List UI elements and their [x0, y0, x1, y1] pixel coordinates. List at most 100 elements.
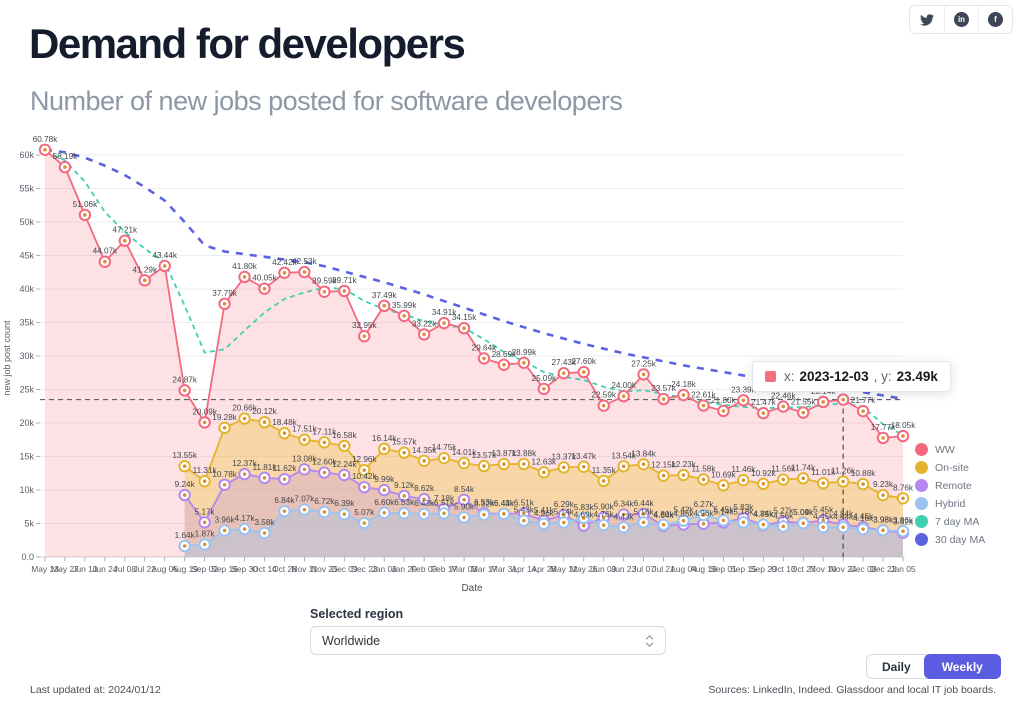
- marker-dot: [701, 513, 706, 517]
- marker-dot: [402, 511, 406, 516]
- point-label: 4.84k: [753, 510, 774, 519]
- legend-item-WW[interactable]: WW: [915, 443, 985, 456]
- marker-dot: [542, 521, 546, 526]
- legend-dot: [915, 461, 928, 474]
- marker-dot: [262, 286, 267, 291]
- point-label: 3.96k: [215, 515, 236, 524]
- point-label: 17.77k: [871, 423, 896, 432]
- point-label: 41.29k: [132, 265, 157, 274]
- linkedin-glyph: in: [954, 12, 969, 27]
- x-tick-label: May 27: [51, 564, 79, 574]
- point-label: 4.56k: [773, 511, 794, 520]
- legend-dot: [915, 479, 928, 492]
- marker-dot: [761, 482, 766, 486]
- marker-dot: [621, 394, 626, 399]
- x-tick-label: Jan 20: [392, 564, 417, 574]
- marker-dot: [482, 464, 486, 468]
- tooltip-x-prefix: x:: [784, 369, 795, 384]
- marker-dot: [861, 527, 865, 531]
- point-label: 5.83k: [733, 503, 754, 512]
- line-chart[interactable]: 0.0 5k 10k 15k 20k 25k 30k 35k 40k 45k 50k 55k 60k Ma…: [0, 133, 1024, 603]
- marker-dot: [522, 360, 526, 365]
- marker-dot: [422, 332, 426, 337]
- region-select[interactable]: Worldwide: [310, 626, 666, 655]
- page-subtitle: Number of new jobs posted for software d…: [30, 86, 623, 116]
- point-label: 5.09k: [793, 508, 814, 517]
- point-label: 34.91k: [432, 308, 457, 317]
- legend-label: 30 day MA: [935, 533, 986, 546]
- marker-dot: [502, 462, 506, 466]
- legend-item-30 day MA[interactable]: 30 day MA: [915, 533, 985, 546]
- linkedin-icon[interactable]: in: [944, 6, 978, 33]
- tooltip-y-value: 23.49k: [896, 369, 938, 384]
- x-axis-title: Date: [461, 583, 483, 594]
- point-label: 40.05k: [252, 274, 277, 283]
- marker-dot: [661, 523, 666, 527]
- facebook-icon[interactable]: f: [978, 6, 1012, 33]
- marker-dot: [402, 494, 406, 498]
- marker-dot: [182, 464, 187, 469]
- marker-dot: [741, 478, 746, 483]
- chart-canvas[interactable]: 0.0 5k 10k 15k 20k 25k 30k 35k 40k 45k 50k 55k 60k Ma…: [0, 133, 1024, 603]
- marker-dot: [841, 525, 845, 530]
- point-label: 21.77k: [851, 396, 876, 405]
- marker-dot: [641, 520, 646, 525]
- point-label: 6.29k: [554, 500, 575, 509]
- y-tick-label: 0.0: [21, 552, 34, 562]
- marker-dot: [182, 493, 187, 497]
- y-tick-label: 10k: [19, 485, 34, 495]
- point-label: 22.61k: [691, 391, 716, 400]
- marker-dot: [841, 479, 845, 484]
- point-label: 10.42k: [352, 472, 377, 481]
- legend-item-7 day MA[interactable]: 7 day MA: [915, 515, 985, 528]
- point-label: 5.45k: [813, 505, 834, 514]
- marker-dot: [482, 512, 486, 517]
- point-label: 11.26k: [831, 467, 856, 476]
- point-label: 5.17k: [195, 507, 216, 516]
- legend-item-Hybrid[interactable]: Hybrid: [915, 497, 985, 510]
- x-tick-label: Jul 07: [632, 564, 655, 574]
- point-label: 8.62k: [414, 484, 435, 493]
- legend-item-Remote[interactable]: Remote: [915, 479, 985, 492]
- point-label: 9.23k: [873, 480, 894, 489]
- x-tick-label: Jun 24: [92, 564, 117, 574]
- x-tick-label: Apr 28: [531, 564, 556, 574]
- point-label: 6.53k: [394, 498, 415, 507]
- facebook-glyph: f: [988, 12, 1003, 27]
- x-tick-label: Oct 28: [272, 564, 297, 574]
- marker-dot: [621, 464, 626, 469]
- marker-dot: [881, 493, 885, 497]
- marker-dot: [462, 461, 466, 465]
- point-label: 6.53k: [474, 498, 495, 507]
- x-tick-label: Aug 19: [171, 564, 198, 574]
- marker-dot: [342, 512, 347, 516]
- x-tick-label: Oct 13: [771, 564, 796, 574]
- marker-dot: [641, 512, 646, 516]
- tooltip-x-value: 2023-12-03: [799, 369, 869, 384]
- marker-dot: [222, 482, 227, 487]
- legend-dot: [915, 497, 928, 510]
- marker-dot: [142, 278, 147, 283]
- point-label: 6.27k: [693, 500, 714, 509]
- marker-dot: [522, 511, 526, 516]
- point-label: 3.58k: [254, 518, 275, 527]
- marker-dot: [422, 497, 426, 502]
- twitter-icon[interactable]: [910, 6, 944, 33]
- point-label: 14.01k: [452, 448, 477, 457]
- point-label: 12.96k: [352, 455, 377, 464]
- point-label: 4.85k: [673, 510, 694, 519]
- point-label: 34.15k: [452, 313, 477, 322]
- point-label: 21.55k: [791, 398, 816, 407]
- x-tick-label: May 13: [31, 564, 59, 574]
- point-label: 22.59k: [591, 391, 616, 400]
- point-label: 6.51k: [514, 498, 535, 507]
- marker-dot: [561, 513, 566, 517]
- weekly-button[interactable]: Weekly: [923, 654, 1001, 679]
- marker-dot: [302, 270, 307, 274]
- legend-item-On-site[interactable]: On-site: [915, 461, 985, 474]
- daily-button[interactable]: Daily: [866, 654, 927, 679]
- y-tick-label: 35k: [19, 318, 34, 328]
- marker-dot: [442, 456, 446, 460]
- y-tick-label: 45k: [19, 251, 34, 261]
- point-label: 16.14k: [372, 434, 397, 443]
